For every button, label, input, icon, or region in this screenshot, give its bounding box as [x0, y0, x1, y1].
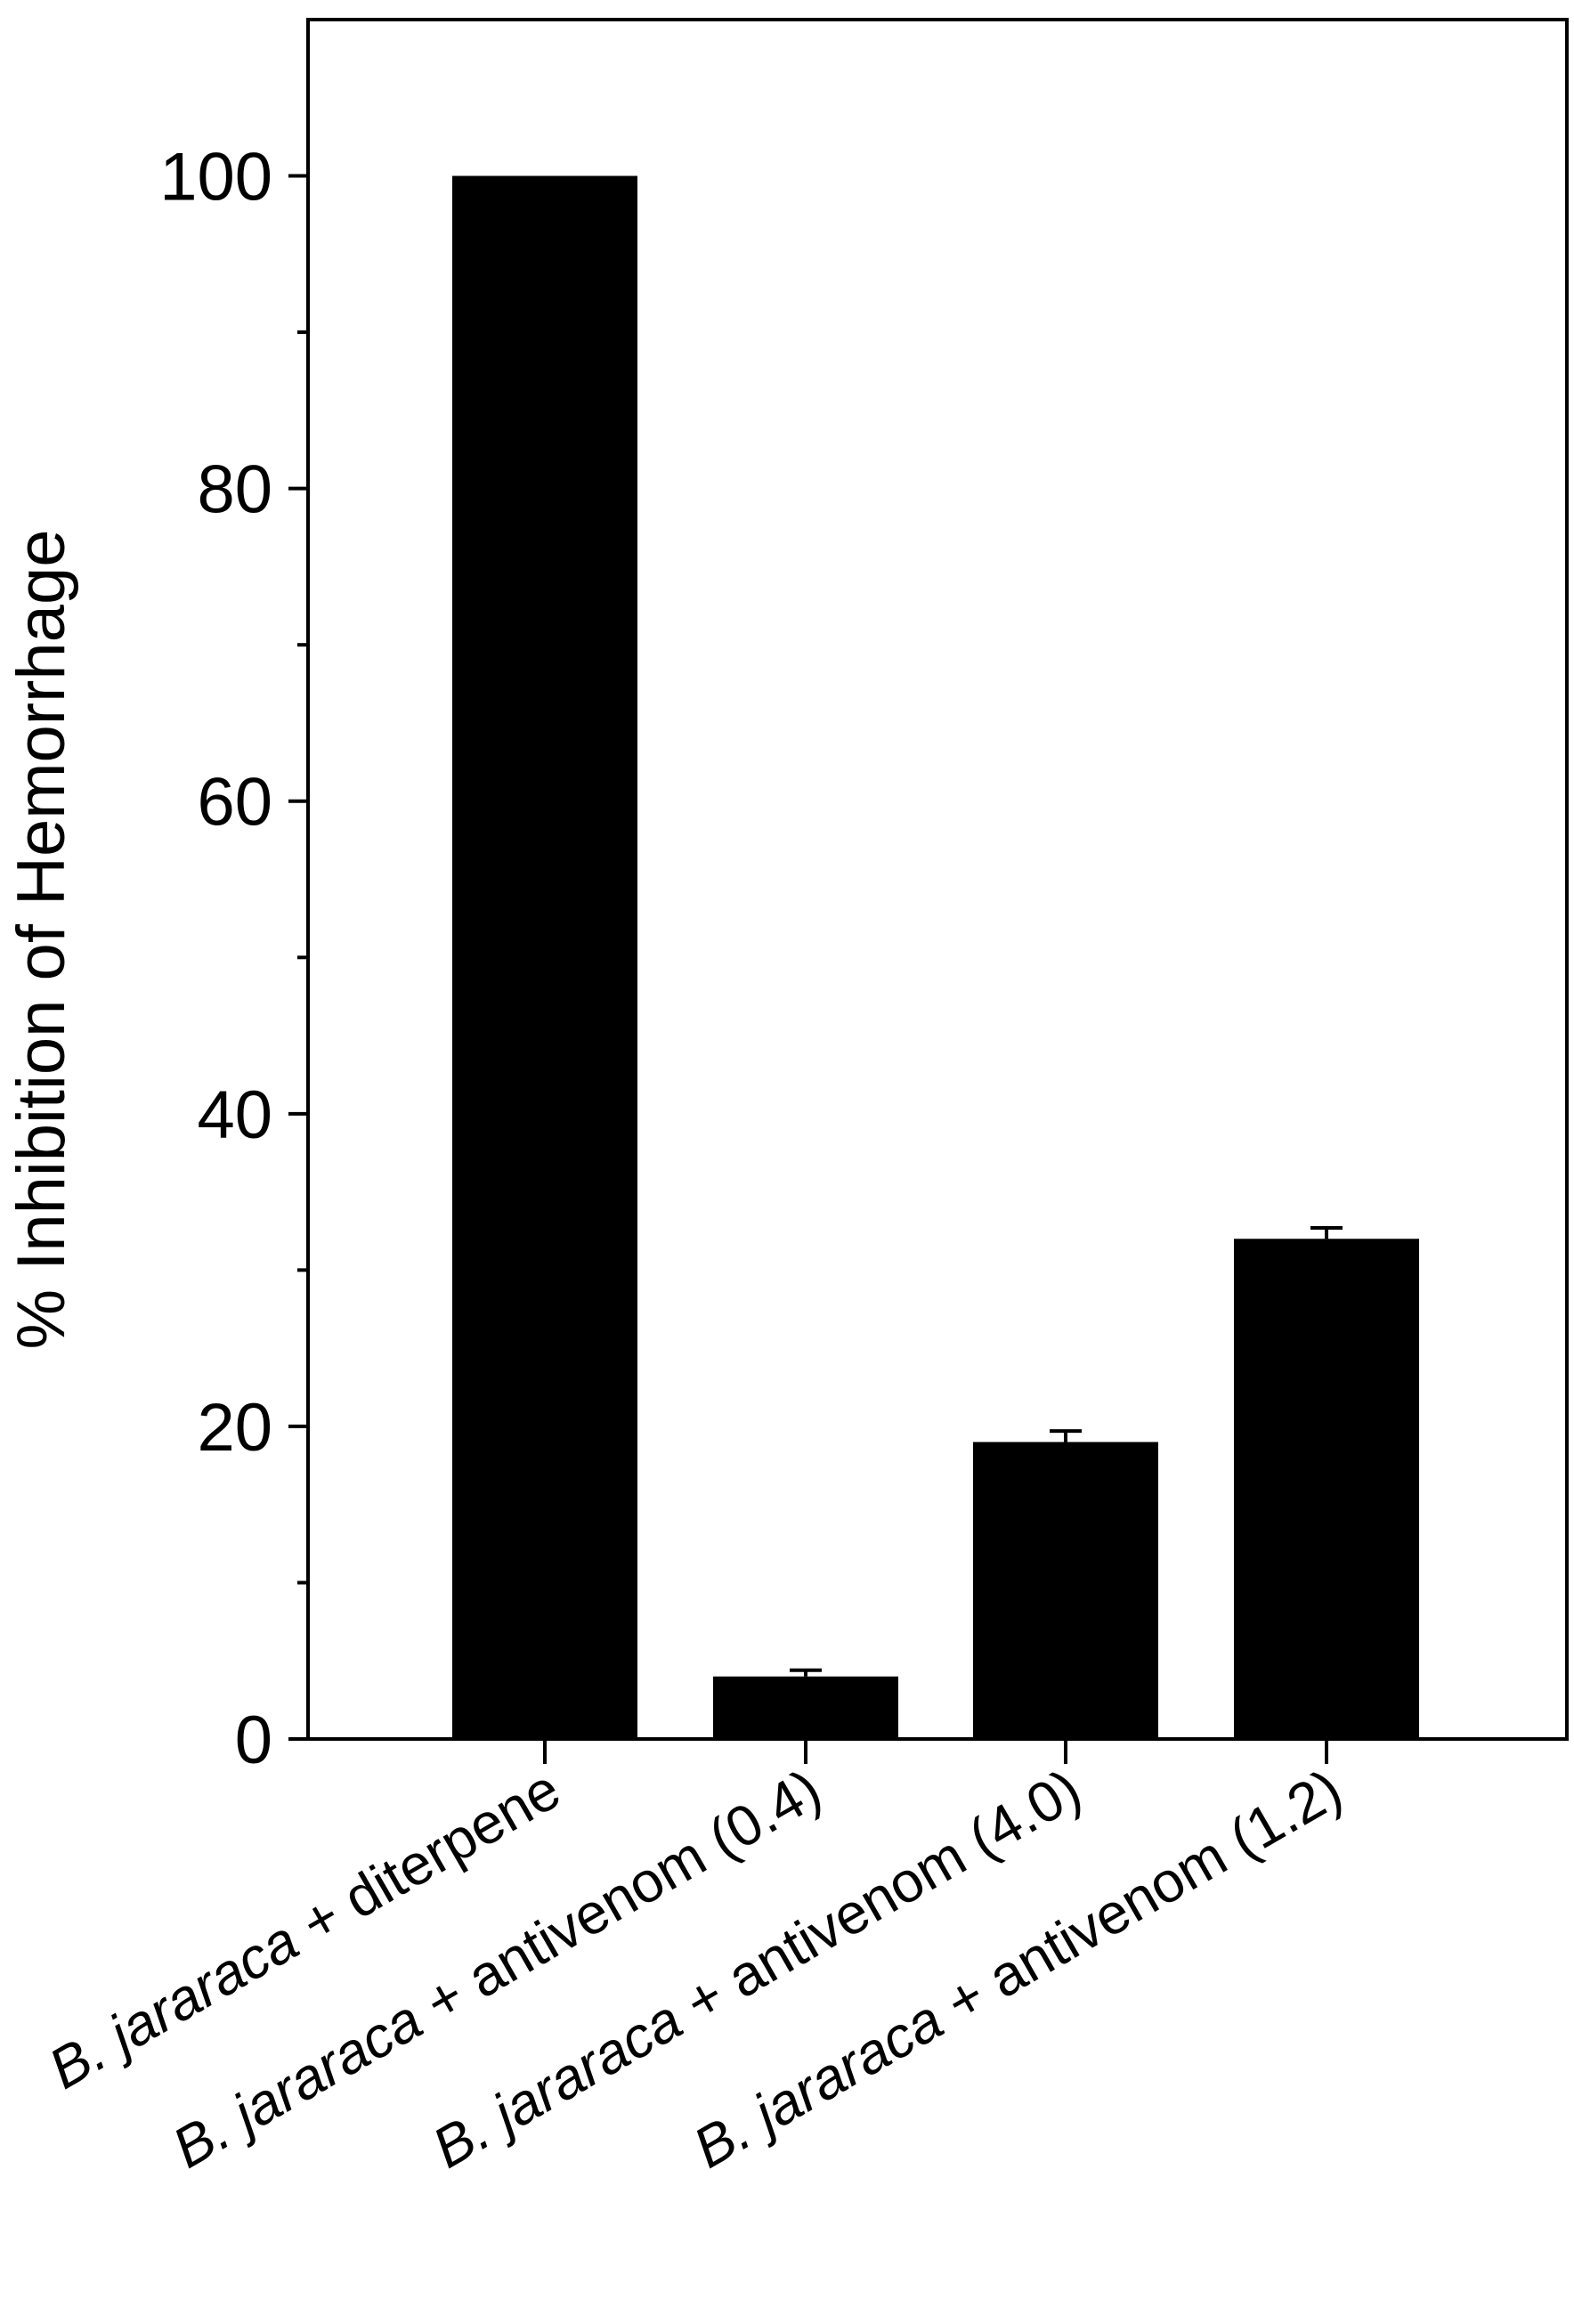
y-tick-label: 20: [197, 1390, 272, 1466]
y-tick-label: 60: [197, 765, 272, 841]
bar-1: [452, 175, 637, 1740]
y-tick-label: 0: [235, 1702, 272, 1778]
y-tick-label: 40: [197, 1077, 272, 1153]
y-axis-label: % Inhibition of Hemorrhage: [4, 530, 79, 1350]
plot-axes: [306, 18, 1569, 1741]
y-axis-ticks: 0 20 40 60 80 100: [159, 140, 308, 1778]
bar-3: [973, 1442, 1158, 1739]
y-tick-label: 80: [197, 452, 272, 528]
bar-2: [713, 1676, 898, 1739]
plot-frame: [306, 18, 1569, 1741]
bar-4: [1234, 1239, 1419, 1739]
y-tick-label: 100: [159, 140, 272, 215]
bars-group: [452, 175, 1419, 1740]
